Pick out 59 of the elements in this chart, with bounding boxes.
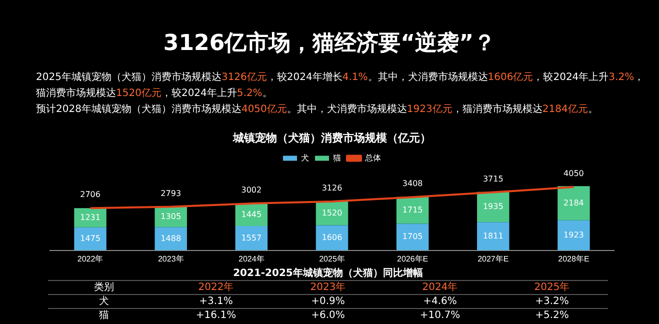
text: 预计2028年城镇宠物（犬猫）消费市场规模达4050亿元。其中，犬消费市场规模达1923亿元，猫消费市场规模达2184亿元。 — [36, 102, 599, 117]
data-label: 1606 — [322, 232, 342, 242]
data-label: 2793 — [160, 188, 182, 198]
data-label: 1935 — [482, 202, 504, 212]
data-label: 1557 — [241, 233, 262, 242]
text: 2021-2025年城镇宠物（犬猫）同比增幅 — [232, 267, 424, 280]
data-label: 2706 — [80, 190, 100, 200]
bar — [74, 227, 106, 250]
x-tick-label: 2024年 — [238, 254, 264, 264]
data-label: 3126 — [322, 184, 342, 193]
x-tick-label: 2022年 — [77, 254, 104, 264]
bar — [154, 227, 187, 250]
text: +4.6% — [384, 294, 496, 308]
text: 2022年 — [160, 280, 272, 294]
text: +16.1% — [160, 308, 272, 322]
bar — [235, 226, 268, 250]
text: 2025年 — [496, 280, 608, 294]
text: +3.1% — [160, 294, 272, 308]
data-label: 1923 — [564, 230, 584, 240]
chart-title: 3126亿市场，猫经济要“逆袭”？ — [162, 30, 497, 58]
data-label: 3715 — [482, 174, 504, 184]
text: +0.9% — [272, 294, 384, 308]
data-label: 1520 — [322, 208, 342, 218]
text: 犬 — [48, 294, 160, 308]
text: +10.7% — [384, 308, 496, 322]
text: 2025年城镇宠物（犬猫）消费市场规模达3126亿元，较2024年增长4.1%。其中，犬消费市场规模达1606亿元，较2024年上升3.2%，猫消费市场规模达1520亿元，较2024年上升5.2%。 — [36, 72, 644, 99]
x-tick-label: 2025年 — [319, 254, 345, 264]
x-tick-label: 2023年 — [158, 254, 184, 264]
legend-label: 犬 — [301, 153, 309, 162]
data-label: 3408 — [402, 179, 423, 188]
legend-label: 总体 — [364, 153, 381, 162]
data-label: 1705 — [402, 232, 423, 242]
data-label: 1445 — [241, 210, 262, 219]
data-label: 1305 — [160, 212, 182, 221]
bar — [477, 222, 510, 250]
text: 类别 — [48, 280, 160, 294]
bar — [558, 220, 590, 250]
legend-label: 猫 — [333, 153, 341, 162]
data-label: 1475 — [80, 234, 100, 243]
data-label: 1488 — [160, 234, 182, 243]
data-label: 4050 — [564, 169, 584, 178]
data-label: 1715 — [402, 205, 423, 214]
x-tick-label: 2027年E — [478, 254, 509, 264]
x-tick-label: 2028年E — [558, 254, 590, 264]
bar — [558, 186, 590, 220]
bar — [396, 224, 429, 250]
data-label: 3002 — [241, 186, 262, 195]
data-label: 2184 — [564, 198, 584, 208]
data-label: 1811 — [482, 231, 504, 240]
x-tick-label: 2026年E — [397, 254, 428, 264]
text: +6.0% — [272, 308, 384, 322]
text: 2023年 — [272, 280, 384, 294]
text: 城镇宠物（犬猫）消费市场规模（亿元） — [232, 131, 431, 144]
bar — [74, 208, 106, 228]
text: +5.2% — [496, 308, 608, 322]
text: 猫 — [48, 308, 160, 322]
text: 2024年 — [384, 280, 496, 294]
text: +3.2% — [496, 294, 608, 308]
data-label: 1231 — [80, 212, 100, 222]
